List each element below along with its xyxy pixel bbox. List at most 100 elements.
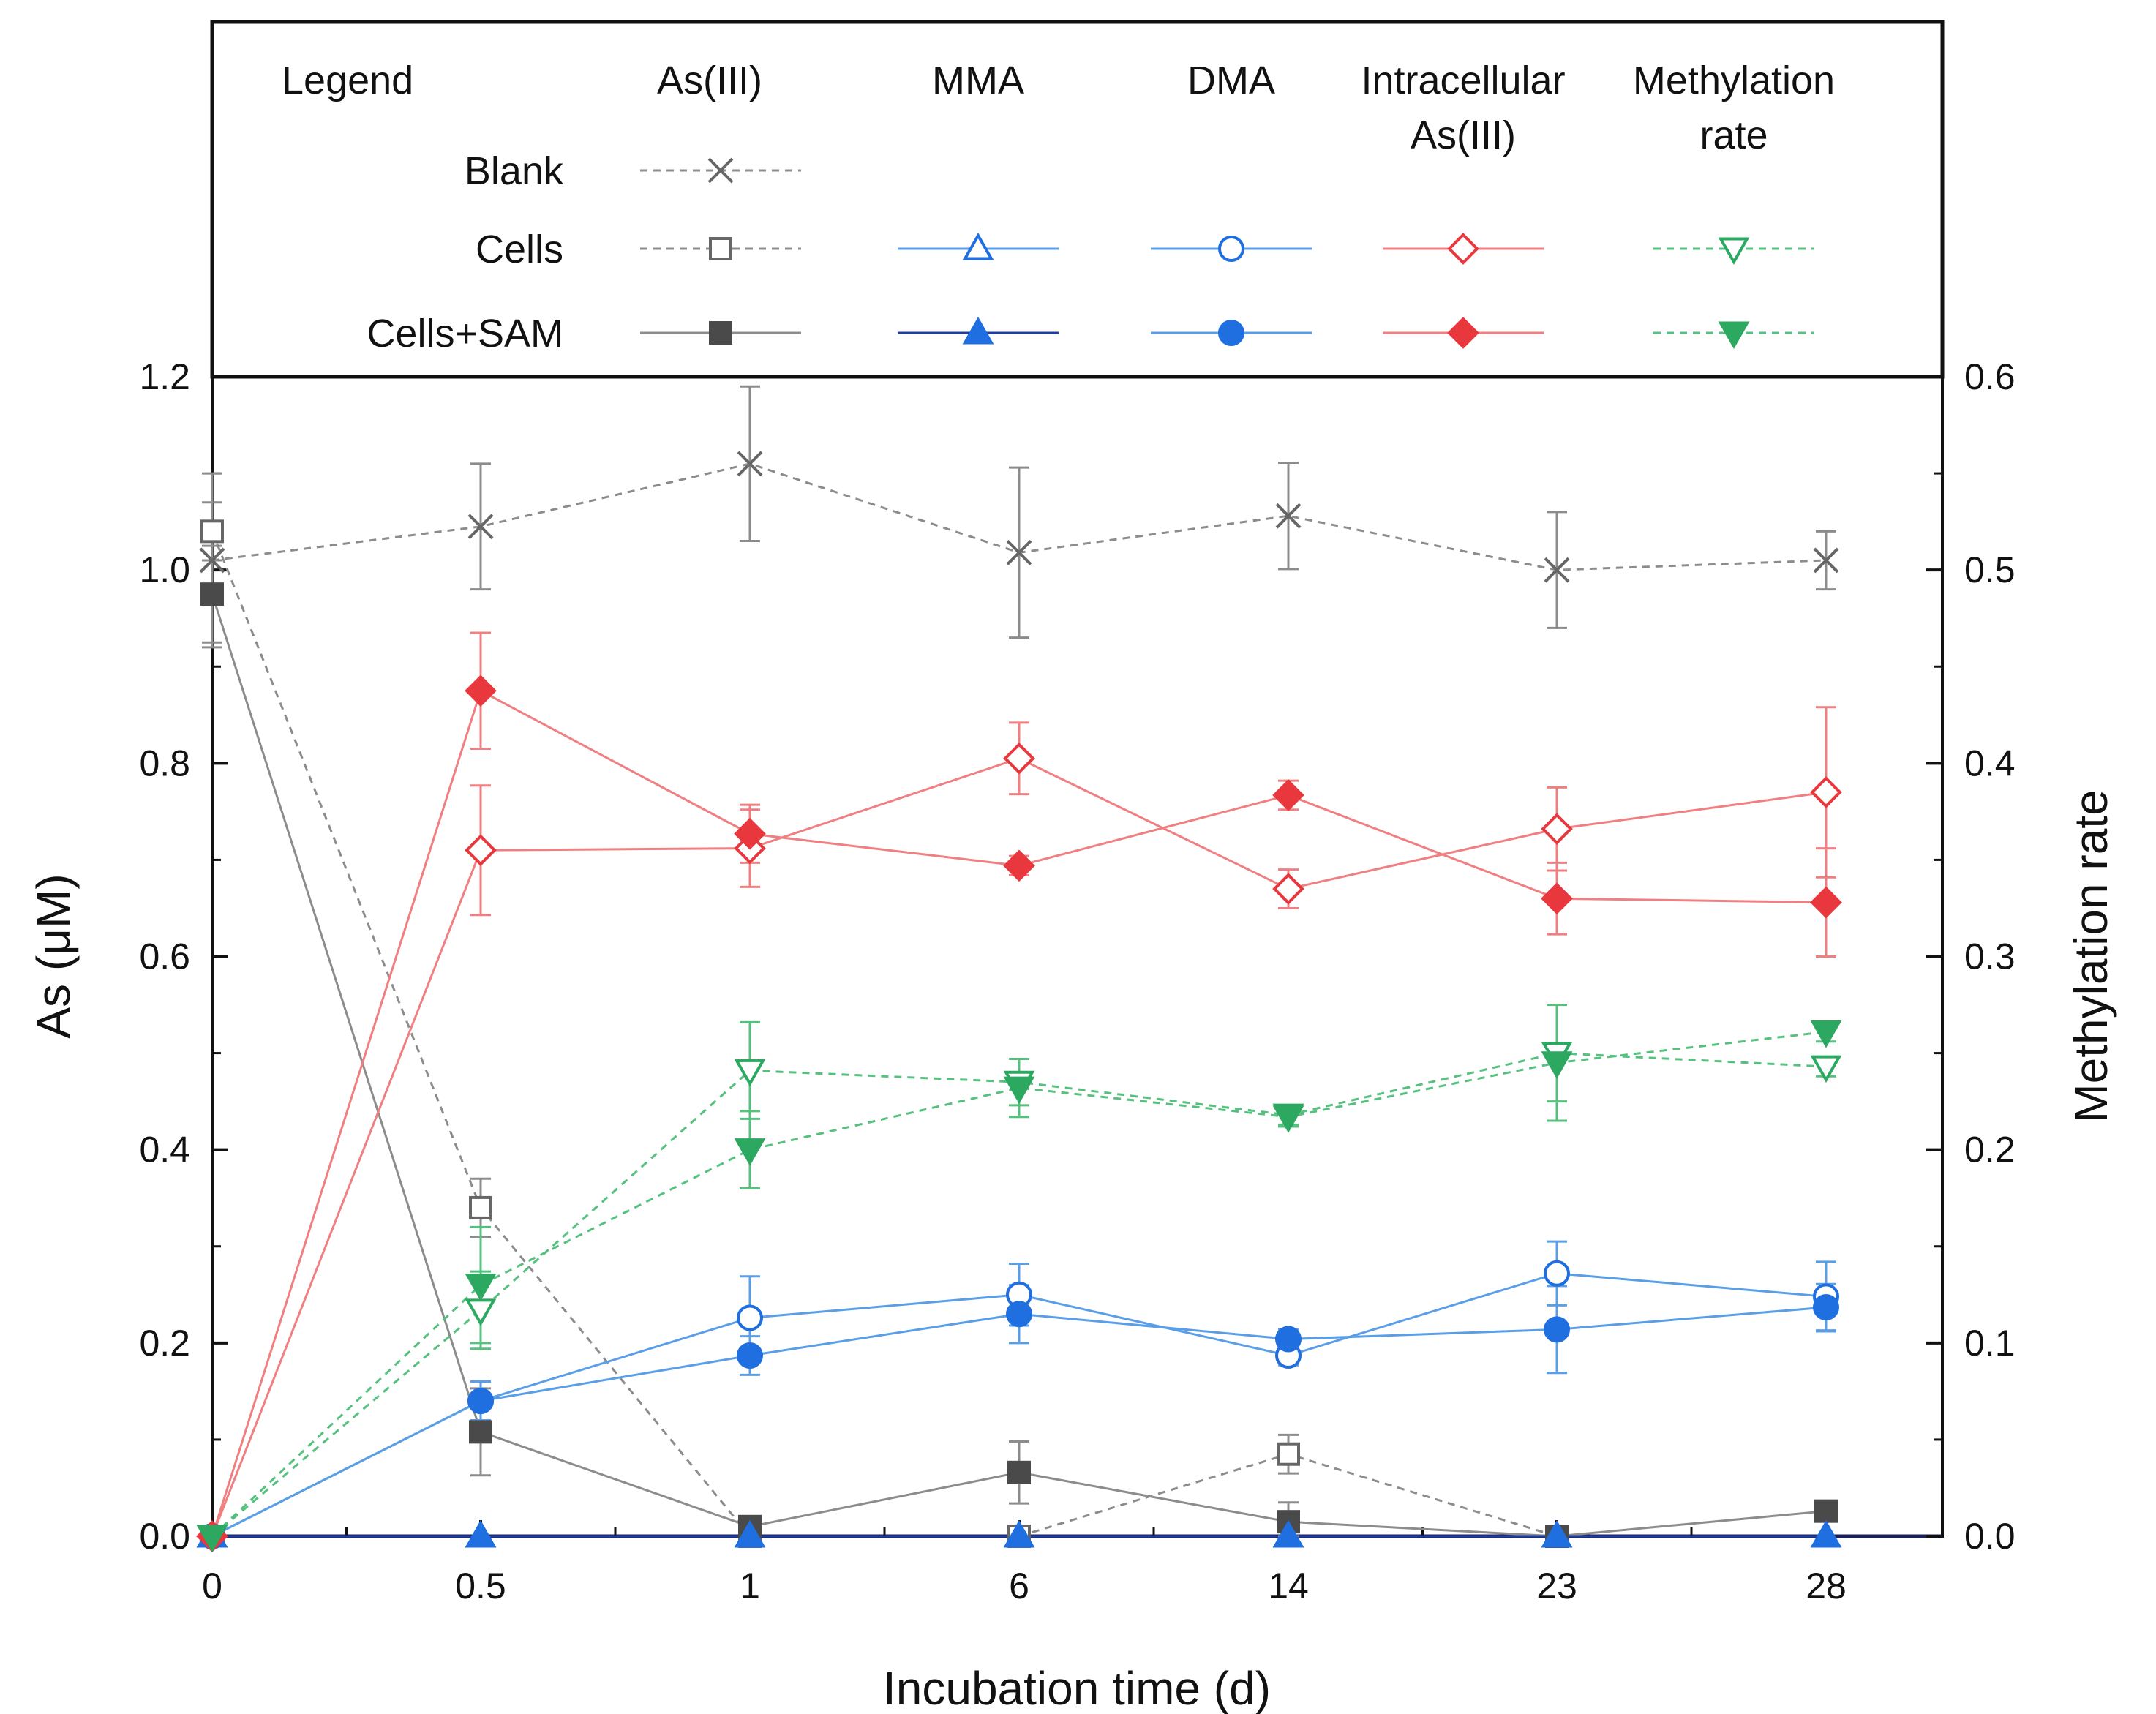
data-point-blank-as-iii [1006, 539, 1032, 565]
data-point-cells-as-iii [469, 1195, 492, 1219]
y-right-tick-label: 0.4 [1964, 743, 2016, 783]
data-point-cells-as-iii [200, 519, 224, 544]
y-left-tick-label: 0.0 [139, 1516, 190, 1557]
legend-title: Legend [282, 59, 413, 102]
data-point-cells-sam-methylation-rate [196, 1525, 228, 1553]
legend-column-label: Methylation [1633, 59, 1835, 102]
legend-marker-cells-sam-methylation-rate [1718, 321, 1750, 350]
data-point-cells-sam-methylation-rate [1810, 1020, 1842, 1048]
data-point-cells-sam-as-iii [469, 1420, 492, 1444]
legend-marker-cells-methylation-rate [1718, 237, 1750, 266]
data-point-cells-sam-mma [1541, 1519, 1573, 1548]
data-point-blank-as-iii [737, 451, 763, 477]
legend-column-label: As(III) [657, 59, 762, 102]
legend-marker-blank-as-iii [707, 157, 734, 184]
legend-marker-cells-sam-mma [962, 316, 994, 345]
legend-column-label: As(III) [1411, 113, 1516, 157]
y-left-tick-label: 1.0 [139, 549, 190, 590]
data-point-cells-sam-mma [1003, 1519, 1035, 1548]
data-point-cells-sam-intracellular-as-iii [734, 817, 766, 850]
x-tick-label: 23 [1536, 1565, 1577, 1606]
legend-marker-cells-sam-dma [1218, 320, 1244, 346]
data-point-cells-sam-mma [1272, 1519, 1304, 1548]
data-point-cells-sam-methylation-rate [465, 1274, 497, 1301]
legend-columns: As(III) MMA DMA Intracellular As(III) Methyla… [657, 59, 1835, 157]
legend-marker-cells-intracellular-as-iii [1447, 233, 1479, 265]
data-point-cells-sam-methylation-rate [1541, 1051, 1573, 1079]
legend-row-label-cells: Cells [476, 228, 563, 271]
data-point-cells-intracellular-as-iii [1541, 813, 1573, 845]
data-point-cells-sam-mma [734, 1519, 766, 1548]
data-point-cells-intracellular-as-iii [1272, 873, 1304, 905]
data-point-blank-as-iii [1813, 547, 1839, 574]
data-point-cells-sam-dma [1544, 1316, 1570, 1343]
x-tick-label: 14 [1268, 1565, 1309, 1606]
data-point-blank-as-iii [1275, 503, 1302, 529]
y-axis-left-title: As (μM) [27, 873, 80, 1038]
legend-marker-cells-sam-as-iii [709, 321, 732, 345]
axis-ticks: 0.0 0.2 0.4 0.6 0.8 1.0 1.2 0.0 0.1 0.2 0.3 0.4 0.5 0… [139, 356, 2015, 1606]
y-right-tick-label: 0.6 [1964, 356, 2016, 397]
y-left-tick-label: 0.8 [139, 743, 190, 783]
data-point-cells-sam-methylation-rate [1272, 1105, 1304, 1133]
data-point-cells-methylation-rate [1810, 1055, 1842, 1083]
series-markers [196, 451, 1842, 1553]
legend-marker-cells-sam-intracellular-as-iii [1447, 317, 1479, 349]
legend-marker-cells-dma [1218, 236, 1244, 262]
y-right-tick-label: 0.0 [1964, 1516, 2016, 1557]
data-point-cells-sam-intracellular-as-iii [1810, 886, 1842, 919]
data-point-cells-as-iii [1277, 1442, 1300, 1466]
data-point-cells-sam-intracellular-as-iii [1003, 849, 1035, 882]
data-point-cells-sam-dma [1006, 1301, 1032, 1328]
y-left-tick-label: 0.2 [139, 1323, 190, 1364]
legend: Legend As(III) MMA DMA IntracellularAs(III)… [210, 20, 1945, 379]
data-point-cells-sam-dma [467, 1388, 494, 1415]
plot-area: 0.0 0.2 0.4 0.6 0.8 1.0 1.2 0.0 0.1 0.2 0.3 0.4 0.5 0… [139, 356, 2015, 1606]
legend-marker-cells-as-iii [709, 237, 732, 260]
x-tick-label: 0.5 [455, 1565, 506, 1606]
y-right-tick-label: 0.5 [1964, 549, 2016, 590]
data-point-cells-sam-dma [1275, 1326, 1302, 1353]
data-point-cells-dma [737, 1304, 763, 1331]
data-point-cells-intracellular-as-iii [1003, 742, 1035, 775]
data-point-cells-sam-as-iii [1007, 1460, 1031, 1484]
data-point-cells-sam-dma [1813, 1293, 1839, 1320]
y-left-tick-label: 0.4 [139, 1129, 190, 1170]
legend-row-label-cells-sam: Cells+SAM [367, 312, 563, 356]
data-point-cells-sam-intracellular-as-iii [465, 674, 497, 707]
data-point-cells-sam-mma [1810, 1519, 1842, 1548]
data-point-cells-sam-intracellular-as-iii [1541, 882, 1573, 915]
data-point-cells-sam-methylation-rate [1003, 1076, 1035, 1105]
data-point-cells-intracellular-as-iii [1810, 776, 1842, 808]
data-point-cells-methylation-rate [734, 1059, 766, 1087]
data-point-cells-sam-mma [465, 1519, 497, 1548]
y-right-tick-label: 0.3 [1964, 936, 2016, 977]
x-tick-label: 0 [202, 1565, 222, 1606]
x-tick-label: 28 [1806, 1565, 1847, 1606]
legend-marker-cells-mma [962, 232, 994, 260]
legend-row-label-blank: Blank [465, 149, 564, 193]
x-axis-title: Incubation time (d) [883, 1662, 1271, 1714]
data-point-cells-sam-as-iii [1814, 1499, 1838, 1523]
data-point-blank-as-iii [467, 514, 494, 540]
y-left-tick-label: 0.6 [139, 936, 190, 977]
legend-column-label: Intracellular [1361, 59, 1565, 102]
x-tick-label: 1 [740, 1565, 760, 1606]
data-point-cells-sam-as-iii [200, 582, 224, 606]
data-point-cells-sam-dma [737, 1342, 763, 1369]
data-point-cells-dma [1544, 1260, 1570, 1287]
y-axis-right-title: Methylation rate [2065, 789, 2117, 1122]
legend-samples [640, 157, 1814, 350]
legend-rows: Blank Cells Cells+SAM [367, 149, 564, 356]
data-point-cells-intracellular-as-iii [465, 834, 497, 867]
series-line-cells-as-iii [211, 530, 1558, 1538]
data-point-cells-sam-intracellular-as-iii [1272, 779, 1304, 811]
data-point-blank-as-iii [199, 547, 225, 574]
y-right-tick-label: 0.2 [1964, 1129, 2016, 1170]
legend-column-label: MMA [932, 59, 1024, 102]
legend-column-label: rate [1699, 113, 1768, 157]
legend-column-label: DMA [1187, 59, 1275, 102]
y-right-tick-label: 0.1 [1964, 1323, 2016, 1364]
